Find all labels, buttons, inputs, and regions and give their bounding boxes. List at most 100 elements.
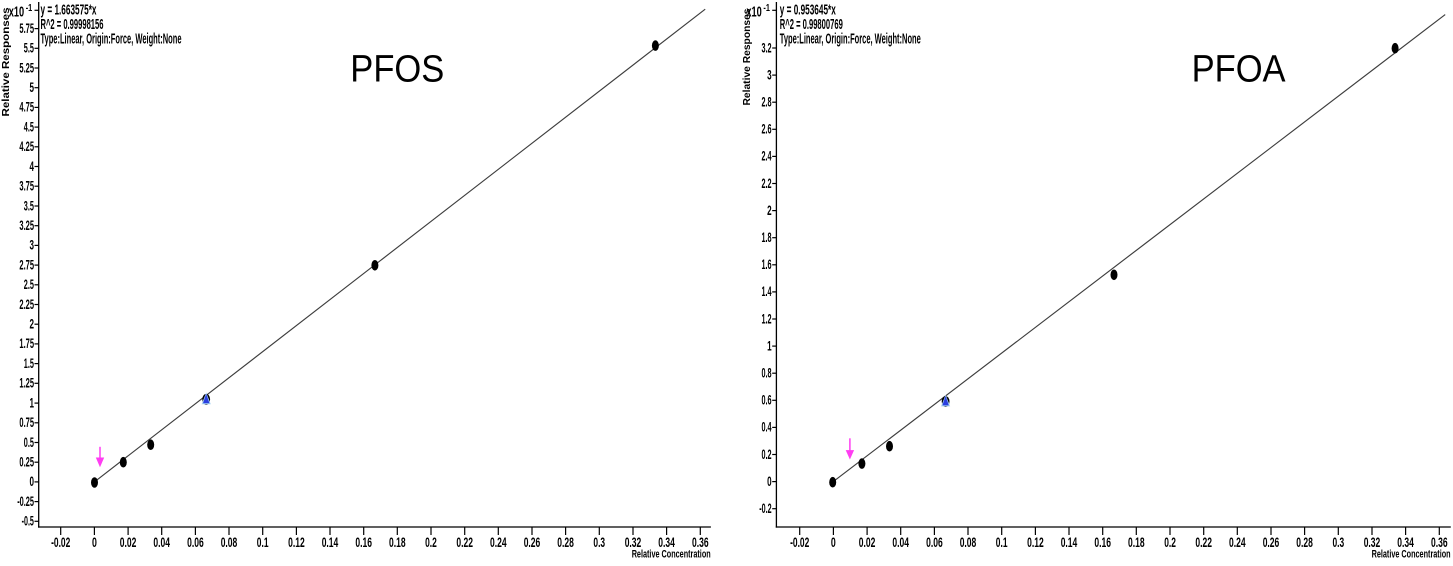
svg-text:0.34: 0.34 bbox=[658, 534, 675, 550]
svg-text:R^2 = 0.99998156: R^2 = 0.99998156 bbox=[41, 17, 104, 33]
svg-text:0.06: 0.06 bbox=[926, 534, 943, 550]
svg-text:0.04: 0.04 bbox=[153, 534, 170, 550]
svg-text:0.34: 0.34 bbox=[1397, 534, 1414, 550]
svg-text:0.22: 0.22 bbox=[1195, 534, 1212, 550]
svg-text:2.6: 2.6 bbox=[762, 121, 772, 137]
svg-text:3.25: 3.25 bbox=[19, 217, 34, 233]
svg-text:3: 3 bbox=[767, 66, 772, 82]
svg-text:0.8: 0.8 bbox=[762, 365, 772, 381]
svg-text:0.4: 0.4 bbox=[762, 419, 772, 435]
svg-text:1.4: 1.4 bbox=[762, 283, 772, 299]
svg-text:y = 0.953645*x: y = 0.953645*x bbox=[780, 3, 836, 19]
svg-text:0.04: 0.04 bbox=[892, 534, 909, 550]
svg-text:x10: x10 bbox=[746, 4, 761, 21]
svg-text:PFOS: PFOS bbox=[350, 49, 444, 91]
svg-text:0.3: 0.3 bbox=[1333, 534, 1345, 550]
svg-text:0.24: 0.24 bbox=[1229, 534, 1246, 550]
svg-text:0.5: 0.5 bbox=[24, 434, 34, 450]
svg-text:0.14: 0.14 bbox=[322, 534, 339, 550]
svg-text:4.25: 4.25 bbox=[19, 138, 34, 154]
svg-text:0.24: 0.24 bbox=[490, 534, 507, 550]
svg-text:R^2 = 0.99800769: R^2 = 0.99800769 bbox=[780, 17, 843, 33]
svg-text:0.25: 0.25 bbox=[19, 454, 34, 470]
svg-text:4.5: 4.5 bbox=[24, 118, 34, 134]
svg-text:1: 1 bbox=[30, 394, 35, 410]
svg-text:2.4: 2.4 bbox=[762, 148, 772, 164]
svg-text:0.02: 0.02 bbox=[859, 534, 876, 550]
svg-text:0.18: 0.18 bbox=[389, 534, 406, 550]
svg-text:0.28: 0.28 bbox=[557, 534, 574, 550]
svg-text:1.6: 1.6 bbox=[762, 256, 772, 272]
svg-text:1: 1 bbox=[767, 337, 772, 353]
svg-text:0: 0 bbox=[92, 534, 97, 550]
svg-text:2.5: 2.5 bbox=[24, 276, 34, 292]
svg-text:4: 4 bbox=[30, 158, 35, 174]
svg-text:0.1: 0.1 bbox=[996, 534, 1008, 550]
svg-text:Relative Responses: Relative Responses bbox=[742, 8, 753, 105]
svg-text:-0.5: -0.5 bbox=[22, 513, 34, 529]
svg-text:0.32: 0.32 bbox=[625, 534, 642, 550]
svg-text:Relative Responses: Relative Responses bbox=[1, 7, 12, 116]
svg-text:1.75: 1.75 bbox=[19, 335, 34, 351]
svg-text:2.75: 2.75 bbox=[19, 256, 34, 272]
svg-text:2: 2 bbox=[30, 316, 35, 332]
svg-text:0.14: 0.14 bbox=[1061, 534, 1078, 550]
svg-text:x10: x10 bbox=[9, 4, 24, 21]
svg-text:0.18: 0.18 bbox=[1128, 534, 1145, 550]
svg-text:-0.02: -0.02 bbox=[51, 534, 70, 550]
svg-text:y = 1.663575*x: y = 1.663575*x bbox=[41, 3, 97, 19]
svg-text:0.36: 0.36 bbox=[692, 534, 709, 550]
svg-text:1.5: 1.5 bbox=[24, 355, 34, 371]
svg-text:0.3: 0.3 bbox=[593, 534, 605, 550]
svg-text:Type:Linear, Origin:Force, Wei: Type:Linear, Origin:Force, Weight:None bbox=[780, 32, 921, 48]
svg-text:0.12: 0.12 bbox=[1027, 534, 1044, 550]
svg-text:5: 5 bbox=[30, 79, 35, 95]
svg-text:-1: -1 bbox=[26, 3, 33, 14]
svg-text:0.75: 0.75 bbox=[19, 414, 34, 430]
svg-text:3: 3 bbox=[30, 237, 35, 253]
svg-text:5.25: 5.25 bbox=[19, 59, 34, 75]
svg-text:0.08: 0.08 bbox=[960, 534, 977, 550]
svg-text:-0.25: -0.25 bbox=[17, 493, 34, 509]
svg-text:5.5: 5.5 bbox=[24, 40, 34, 56]
svg-text:0.22: 0.22 bbox=[456, 534, 473, 550]
svg-text:1.25: 1.25 bbox=[19, 375, 34, 391]
svg-text:0.26: 0.26 bbox=[524, 534, 541, 550]
svg-text:0.02: 0.02 bbox=[120, 534, 137, 550]
svg-text:0.6: 0.6 bbox=[762, 392, 772, 408]
svg-text:2.8: 2.8 bbox=[762, 94, 772, 110]
svg-text:-0.02: -0.02 bbox=[790, 534, 809, 550]
svg-text:1.8: 1.8 bbox=[762, 229, 772, 245]
svg-text:0.36: 0.36 bbox=[1431, 534, 1448, 550]
svg-text:Relative Concentration: Relative Concentration bbox=[1372, 549, 1451, 561]
svg-text:0.16: 0.16 bbox=[355, 534, 372, 550]
svg-text:1.2: 1.2 bbox=[762, 310, 772, 326]
svg-text:0: 0 bbox=[831, 534, 836, 550]
svg-text:0.2: 0.2 bbox=[762, 446, 772, 462]
svg-text:2.2: 2.2 bbox=[762, 175, 772, 191]
svg-text:0.28: 0.28 bbox=[1296, 534, 1313, 550]
svg-text:Relative Concentration: Relative Concentration bbox=[632, 549, 711, 561]
svg-text:2: 2 bbox=[767, 202, 772, 218]
svg-text:0: 0 bbox=[30, 473, 35, 489]
svg-text:2.25: 2.25 bbox=[19, 296, 34, 312]
svg-text:0.16: 0.16 bbox=[1094, 534, 1111, 550]
svg-text:0.08: 0.08 bbox=[221, 534, 238, 550]
svg-text:3.75: 3.75 bbox=[19, 178, 34, 194]
svg-text:0.2: 0.2 bbox=[425, 534, 437, 550]
svg-text:3.5: 3.5 bbox=[24, 197, 34, 213]
svg-text:0.12: 0.12 bbox=[288, 534, 305, 550]
svg-text:0.2: 0.2 bbox=[1164, 534, 1176, 550]
svg-text:0: 0 bbox=[767, 473, 772, 489]
svg-text:5.75: 5.75 bbox=[19, 20, 34, 36]
svg-text:-1: -1 bbox=[763, 3, 770, 14]
svg-text:0.26: 0.26 bbox=[1263, 534, 1280, 550]
svg-text:0.32: 0.32 bbox=[1364, 534, 1381, 550]
svg-text:PFOA: PFOA bbox=[1192, 49, 1287, 91]
svg-text:-0.2: -0.2 bbox=[759, 500, 771, 516]
svg-text:0.1: 0.1 bbox=[257, 534, 269, 550]
svg-text:0.06: 0.06 bbox=[187, 534, 204, 550]
svg-text:4.75: 4.75 bbox=[19, 99, 34, 115]
svg-text:3.2: 3.2 bbox=[762, 39, 772, 55]
svg-text:Type:Linear, Origin:Force, Wei: Type:Linear, Origin:Force, Weight:None bbox=[41, 32, 182, 48]
